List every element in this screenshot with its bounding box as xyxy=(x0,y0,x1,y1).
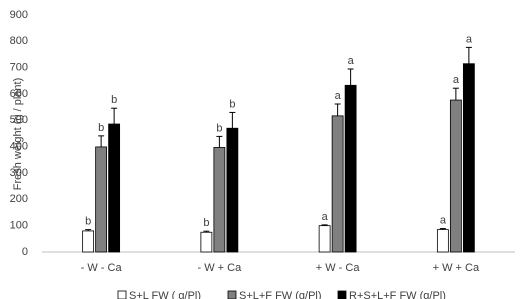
x-tick-label: + W - Ca xyxy=(316,262,361,274)
significance-letter: a xyxy=(335,90,342,102)
legend-swatch xyxy=(227,290,237,299)
x-tick-label: - W + Ca xyxy=(198,262,243,274)
y-tick-label: 300 xyxy=(10,167,28,179)
significance-letter: b xyxy=(111,94,117,106)
bar xyxy=(213,147,226,253)
y-tick-label: 500 xyxy=(10,114,28,126)
bar xyxy=(436,229,449,253)
significance-letter: a xyxy=(453,74,460,86)
significance-letter: a xyxy=(440,214,447,226)
bar xyxy=(95,146,108,253)
legend-label: R+S+L+F FW (g/Pl) xyxy=(349,290,446,299)
bar xyxy=(331,115,344,253)
y-axis-label: Fresh weight (g / plant) xyxy=(12,78,24,191)
bar xyxy=(449,99,462,253)
significance-letter: b xyxy=(203,217,209,229)
legend-swatch xyxy=(337,290,347,299)
y-tick-label: 0 xyxy=(22,246,28,258)
bar xyxy=(226,127,239,253)
legend-swatch xyxy=(117,290,127,299)
legend-label: S+L+F FW (g/Pl) xyxy=(239,290,322,299)
y-tick-label: 100 xyxy=(10,220,28,232)
bar xyxy=(108,123,121,253)
bar xyxy=(318,225,331,253)
significance-letter: b xyxy=(216,122,222,134)
y-tick-label: 600 xyxy=(10,88,28,100)
x-tick-label: + W + Ca xyxy=(433,262,480,274)
bar xyxy=(344,84,357,253)
bar xyxy=(462,63,475,253)
y-tick-label: 200 xyxy=(10,193,28,205)
y-tick-label: 800 xyxy=(10,35,28,47)
significance-letter: b xyxy=(98,122,104,134)
y-tick-label: 700 xyxy=(10,62,28,74)
significance-letter: b xyxy=(85,216,91,228)
y-tick-label: 400 xyxy=(10,141,28,153)
significance-letter: a xyxy=(322,211,329,223)
significance-letter: a xyxy=(348,55,355,67)
x-tick-label: - W - Ca xyxy=(81,262,123,274)
bar xyxy=(82,230,95,253)
significance-letter: b xyxy=(229,98,235,110)
significance-letter: a xyxy=(466,33,473,45)
y-tick-label: 900 xyxy=(10,9,28,21)
bar xyxy=(200,231,213,253)
legend-label: S+L FW ( g/Pl) xyxy=(129,290,201,299)
